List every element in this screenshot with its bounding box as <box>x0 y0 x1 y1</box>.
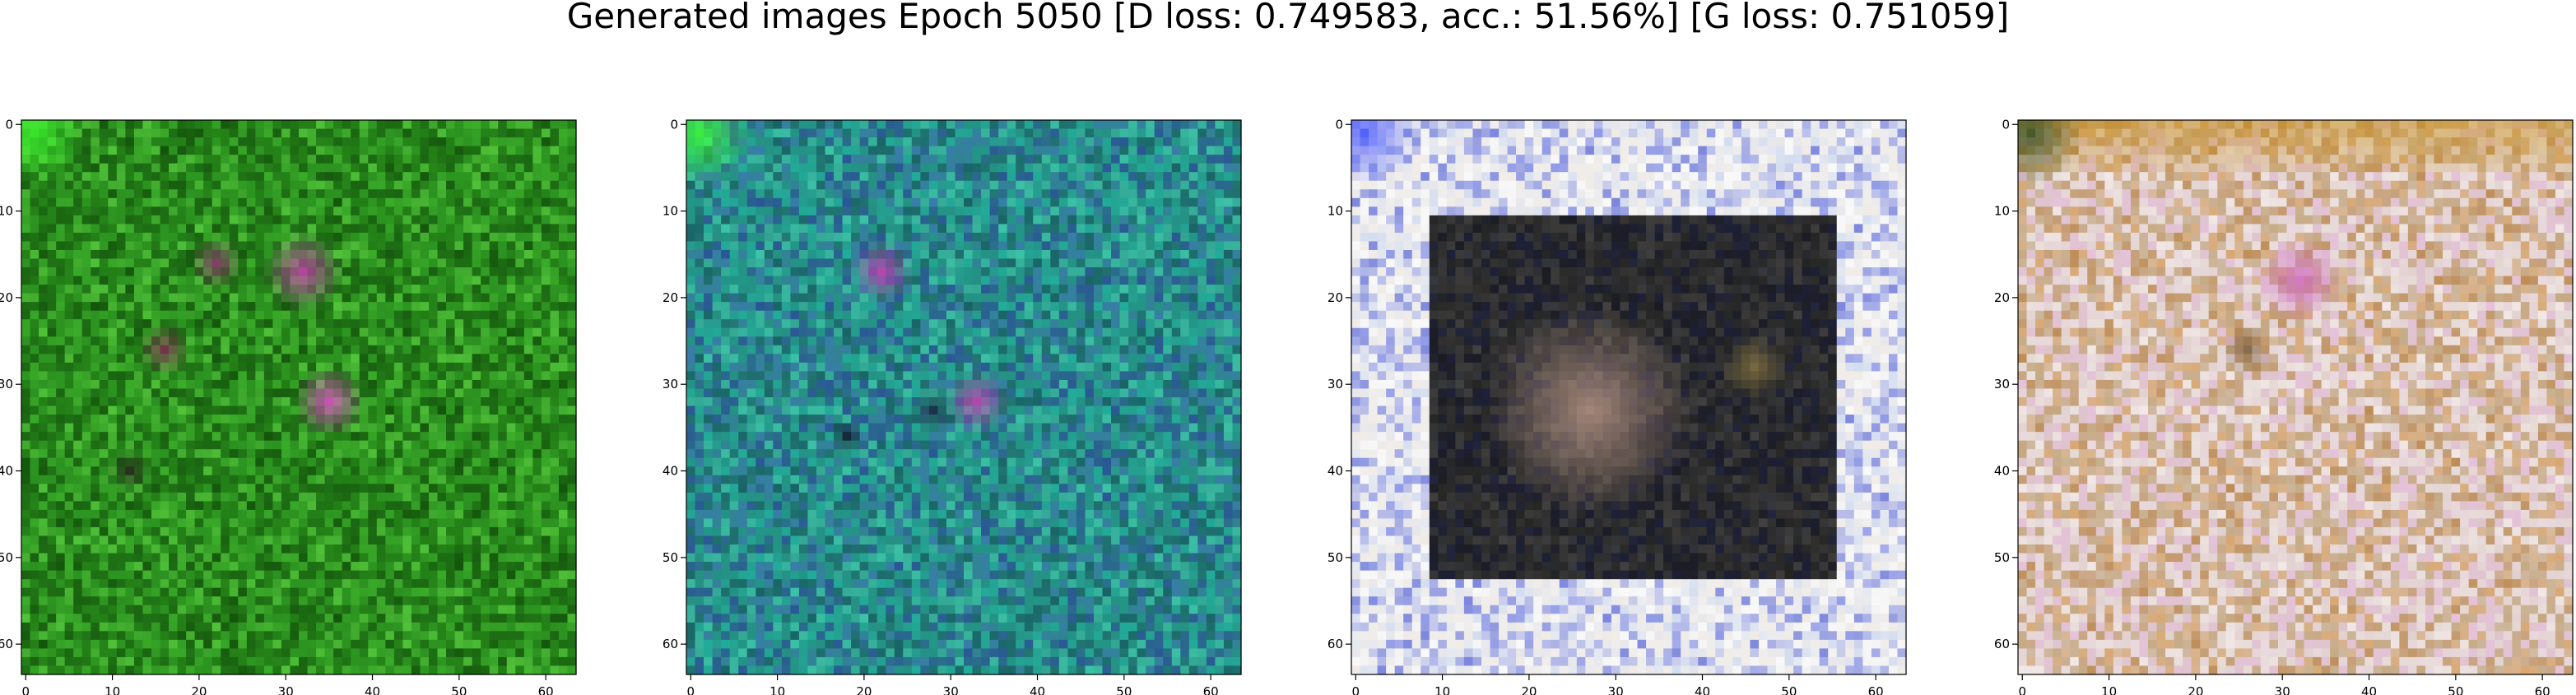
x-tick-label: 20 <box>191 684 207 695</box>
x-tick-label: 60 <box>1203 684 1219 695</box>
generated-image <box>21 120 577 675</box>
generated-image <box>1351 120 1907 675</box>
y-tick-label: 30 <box>1994 377 2010 392</box>
y-tick-label: 20 <box>663 290 678 305</box>
y-tick-label: 30 <box>1328 377 1343 392</box>
subplot-4: 0 10 20 30 40 50 60 0 10 20 30 40 50 60 <box>1994 117 2574 695</box>
y-tick-label: 60 <box>0 637 13 651</box>
x-tick-label: 50 <box>451 684 467 695</box>
y-tick-label: 40 <box>1994 464 2010 479</box>
y-tick-label: 0 <box>670 117 678 132</box>
x-tick-label: 20 <box>856 684 872 695</box>
x-tick-label: 0 <box>686 684 695 695</box>
y-tick-label: 0 <box>2002 117 2010 132</box>
y-tick-label: 10 <box>1328 204 1343 219</box>
x-tick-label: 30 <box>1608 684 1624 695</box>
y-tick-label: 20 <box>1328 290 1343 305</box>
generated-image <box>686 120 1242 675</box>
x-tick-label: 60 <box>538 684 554 695</box>
x-tick-label: 40 <box>2361 684 2377 695</box>
subplot-2: 0 10 20 30 40 50 60 0 10 20 30 40 50 60 <box>663 117 1242 695</box>
x-tick-label: 60 <box>2535 684 2550 695</box>
generated-image <box>2018 120 2574 675</box>
x-tick-label: 0 <box>2018 684 2026 695</box>
y-tick-label: 40 <box>663 464 678 479</box>
x-tick-label: 50 <box>1116 684 1132 695</box>
x-tick-label: 10 <box>770 684 785 695</box>
y-tick-label: 40 <box>0 464 13 479</box>
y-tick-label: 50 <box>0 550 13 565</box>
x-tick-label: 20 <box>2188 684 2203 695</box>
x-tick-label: 50 <box>2448 684 2463 695</box>
y-tick-label: 0 <box>5 117 13 132</box>
y-tick-label: 20 <box>0 290 13 305</box>
x-tick-label: 10 <box>2101 684 2117 695</box>
x-tick-label: 20 <box>1521 684 1537 695</box>
y-tick-label: 60 <box>1994 637 2010 651</box>
y-tick-label: 0 <box>1335 117 1343 132</box>
x-tick-label: 50 <box>1781 684 1797 695</box>
y-tick-label: 10 <box>1994 204 2010 219</box>
y-tick-label: 20 <box>1994 290 2010 305</box>
subplot-3: 0 10 20 30 40 50 60 0 10 20 30 40 50 60 <box>1328 117 1907 695</box>
y-tick-label: 30 <box>663 377 678 392</box>
x-tick-label: 40 <box>1030 684 1045 695</box>
y-tick-label: 50 <box>1994 550 2010 565</box>
x-tick-label: 30 <box>278 684 294 695</box>
subplot-1: 0 10 20 30 40 50 60 0 10 20 30 40 50 60 <box>0 117 577 695</box>
y-tick-label: 30 <box>0 377 13 392</box>
y-tick-label: 10 <box>663 204 678 219</box>
y-tick-label: 60 <box>663 637 678 651</box>
y-tick-label: 60 <box>1328 637 1343 651</box>
x-tick-label: 0 <box>21 684 30 695</box>
y-tick-label: 40 <box>1328 464 1343 479</box>
y-tick-label: 50 <box>663 550 678 565</box>
y-tick-label: 50 <box>1328 550 1343 565</box>
x-tick-label: 60 <box>1868 684 1884 695</box>
x-tick-label: 10 <box>1434 684 1450 695</box>
x-tick-label: 10 <box>105 684 120 695</box>
x-tick-label: 30 <box>943 684 959 695</box>
y-tick-label: 10 <box>0 204 13 219</box>
x-tick-label: 40 <box>1695 684 1710 695</box>
x-tick-label: 30 <box>2275 684 2290 695</box>
x-tick-label: 40 <box>365 684 380 695</box>
x-tick-label: 0 <box>1351 684 1360 695</box>
